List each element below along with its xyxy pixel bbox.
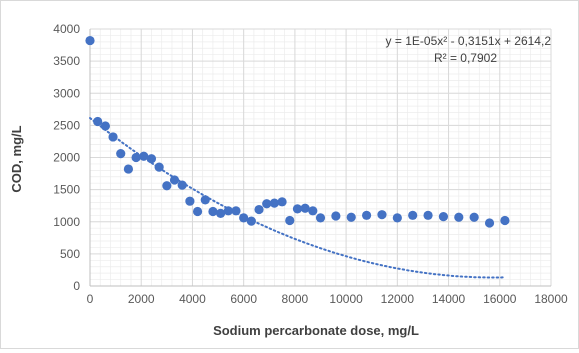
data-point <box>100 121 110 131</box>
x-axis-title: Sodium percarbonate dose, mg/L <box>213 323 419 338</box>
data-point <box>377 210 387 220</box>
data-point <box>484 218 495 228</box>
y-axis-title: COD, mg/L <box>9 125 24 192</box>
data-point <box>292 204 303 214</box>
x-tick-label: 16000 <box>483 292 517 306</box>
cod-scatter-chart: 0 2000 4000 6000 8000 10000 12000 14000 16000 180… <box>9 22 568 338</box>
x-tick-label: 0 <box>87 292 94 306</box>
data-point <box>146 154 157 164</box>
data-point <box>423 210 433 220</box>
y-tick-label: 3500 <box>53 54 80 68</box>
data-point <box>239 213 249 223</box>
data-point <box>362 210 372 220</box>
data-point <box>185 196 195 206</box>
data-point <box>346 212 356 222</box>
data-point <box>216 208 226 218</box>
y-tick-label: 1500 <box>53 183 80 197</box>
y-tick-label: 0 <box>73 279 80 293</box>
data-point <box>269 198 279 208</box>
data-point <box>408 210 418 220</box>
y-tick-label: 4000 <box>53 22 80 36</box>
x-tick-label: 4000 <box>179 292 206 306</box>
gridlines <box>89 28 552 287</box>
data-point <box>223 206 233 216</box>
x-tick-label: 10000 <box>329 292 363 306</box>
data-point <box>131 152 141 163</box>
y-tick-label: 500 <box>60 247 80 261</box>
data-point <box>500 215 510 226</box>
data-point <box>162 181 172 191</box>
x-tick-label: 2000 <box>128 292 155 306</box>
data-point <box>177 180 187 190</box>
data-point <box>300 203 310 213</box>
trendline-equation: y = 1E-05x² - 0,3151x + 2614,2 <box>386 34 552 48</box>
data-point <box>116 149 126 159</box>
data-point <box>454 212 464 222</box>
x-tick-label: 18000 <box>534 292 568 306</box>
data-point <box>438 212 449 222</box>
y-tick-label: 2000 <box>53 151 80 165</box>
data-point <box>231 206 241 216</box>
data-point <box>192 206 203 217</box>
data-point <box>154 162 164 172</box>
data-point <box>469 212 479 222</box>
y-tick-label: 1000 <box>53 215 80 229</box>
x-tick-label: 8000 <box>282 292 309 306</box>
data-point <box>139 151 149 161</box>
x-tick-label: 6000 <box>230 292 257 306</box>
data-point <box>254 204 264 215</box>
tick-labels: 0 2000 4000 6000 8000 10000 12000 14000 16000 180… <box>53 22 568 306</box>
y-tick-label: 2500 <box>53 118 80 132</box>
data-point <box>315 213 326 223</box>
data-points <box>85 35 510 228</box>
data-point <box>285 215 295 226</box>
axes <box>89 29 551 287</box>
data-point <box>246 216 256 226</box>
r-squared-label: R² = 0,7902 <box>434 51 497 65</box>
x-tick-label: 12000 <box>381 292 415 306</box>
data-point <box>108 132 118 142</box>
data-point <box>331 211 341 221</box>
data-point <box>123 164 134 174</box>
data-point <box>277 197 287 207</box>
x-tick-label: 14000 <box>432 292 466 306</box>
data-point <box>169 175 180 185</box>
data-point <box>392 213 402 223</box>
data-point <box>93 116 103 127</box>
data-point <box>208 206 218 217</box>
y-tick-label: 3000 <box>53 86 80 100</box>
data-point <box>262 199 272 209</box>
data-point <box>308 206 318 216</box>
data-point <box>85 35 95 46</box>
data-point <box>200 195 210 205</box>
